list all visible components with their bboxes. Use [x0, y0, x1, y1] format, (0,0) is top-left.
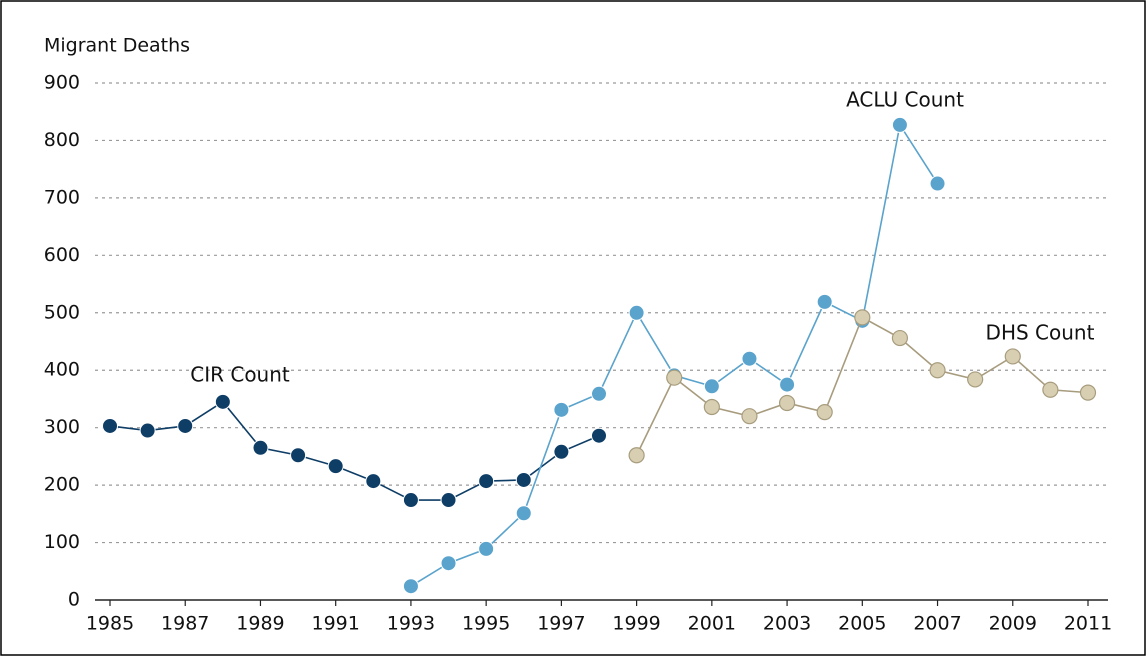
- y-axis-label: Migrant Deaths: [44, 35, 190, 57]
- y-tick-label: 900: [44, 72, 80, 94]
- x-tick-label: 1987: [161, 613, 209, 635]
- data-point: [779, 376, 796, 393]
- data-point: [440, 492, 457, 509]
- data-point: [703, 378, 720, 395]
- data-point: [214, 393, 231, 410]
- data-point: [553, 443, 570, 460]
- data-point: [478, 540, 495, 557]
- y-tick-label: 500: [44, 301, 80, 323]
- x-tick-label: 1999: [612, 613, 660, 635]
- data-point: [1004, 348, 1021, 365]
- data-point: [515, 471, 532, 488]
- data-point: [967, 371, 984, 388]
- data-point: [703, 398, 720, 416]
- data-point: [816, 404, 833, 421]
- data-point: [591, 427, 607, 444]
- y-tick-label: 300: [44, 416, 80, 438]
- x-tick-label: 2009: [989, 613, 1037, 635]
- x-tick-label: 1997: [537, 613, 585, 635]
- data-point: [402, 578, 419, 595]
- data-point: [515, 505, 532, 522]
- data-point: [854, 309, 871, 326]
- data-point: [102, 417, 118, 434]
- data-point: [139, 422, 156, 439]
- x-tick-label: 1995: [462, 613, 510, 635]
- data-point: [553, 401, 570, 418]
- series-label: CIR Count: [190, 363, 290, 387]
- x-tick-label: 2011: [1064, 613, 1112, 635]
- x-tick-label: 1985: [86, 613, 134, 635]
- data-point: [402, 492, 419, 509]
- x-tick-label: 2003: [763, 613, 811, 635]
- x-tick-label: 1989: [236, 613, 284, 635]
- x-tick-label: 2005: [838, 613, 886, 635]
- x-tick-label: 2007: [913, 613, 961, 635]
- data-point: [741, 408, 758, 425]
- series-line: [410, 122, 939, 587]
- y-tick-label: 700: [44, 186, 80, 208]
- data-point: [929, 362, 946, 379]
- y-tick-label: 200: [44, 474, 80, 496]
- data-point: [816, 293, 833, 310]
- data-point: [741, 350, 758, 367]
- data-point: [177, 417, 194, 434]
- data-point: [628, 304, 645, 321]
- x-tick-label: 2001: [688, 613, 736, 635]
- y-tick-label: 100: [44, 531, 80, 553]
- data-point: [628, 447, 645, 464]
- x-tick-label: 1993: [387, 613, 435, 635]
- y-tick-label: 400: [44, 359, 80, 381]
- data-point: [1079, 384, 1097, 401]
- data-point: [891, 329, 909, 347]
- data-point: [929, 175, 946, 192]
- data-point: [591, 385, 607, 402]
- data-point: [1042, 381, 1059, 398]
- data-point: [290, 447, 307, 464]
- data-point: [891, 116, 908, 133]
- data-point: [478, 473, 495, 490]
- series-label: DHS Count: [986, 321, 1095, 345]
- data-point: [778, 394, 796, 412]
- series-label: ACLU Count: [846, 88, 964, 112]
- data-point: [440, 555, 457, 572]
- y-tick-label: 0: [68, 589, 80, 611]
- data-point: [252, 439, 269, 456]
- data-point: [327, 458, 344, 475]
- y-tick-label: 600: [44, 244, 80, 266]
- x-tick-label: 1991: [312, 613, 360, 635]
- data-point: [666, 369, 683, 386]
- y-tick-label: 800: [44, 129, 80, 151]
- data-point: [365, 473, 382, 490]
